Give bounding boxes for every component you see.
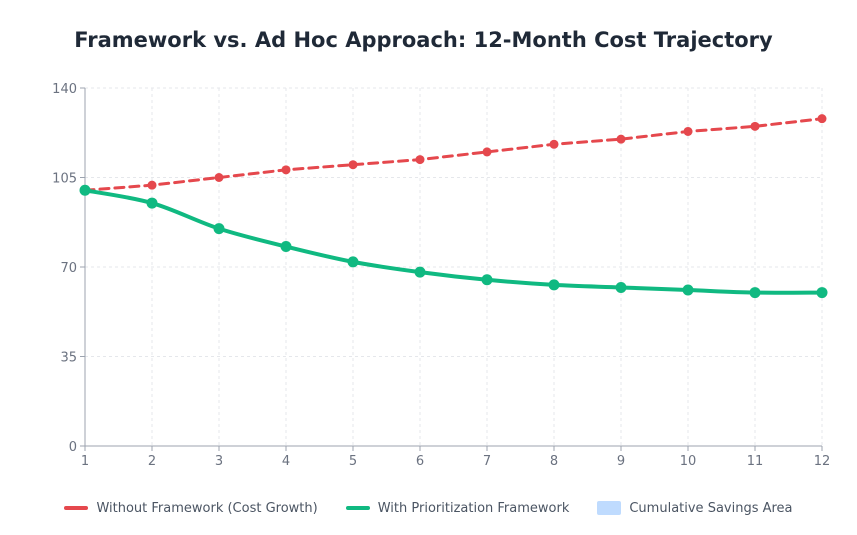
series-layer [79, 114, 828, 299]
y-tick-label: 70 [60, 261, 77, 276]
legend-swatch-with-framework [345, 506, 370, 510]
legend-item-savings-area[interactable]: Cumulative Savings Area [597, 500, 793, 516]
grid [85, 87, 823, 446]
data-point-with-framework[interactable] [615, 281, 627, 293]
legend-item-with-framework[interactable]: With Prioritization Framework [345, 500, 570, 516]
data-point-without-framework[interactable] [415, 155, 425, 165]
data-point-with-framework[interactable] [548, 279, 560, 291]
legend-item-without-framework[interactable]: Without Framework (Cost Growth) [64, 500, 318, 516]
data-point-with-framework[interactable] [481, 274, 493, 286]
legend-swatch-without-framework [64, 506, 89, 510]
x-tick-label: 10 [680, 454, 697, 469]
legend-label-without-framework: Without Framework (Cost Growth) [96, 500, 318, 516]
data-point-without-framework[interactable] [482, 147, 492, 157]
x-tick-label: 1 [81, 454, 89, 469]
y-tick-label: 0 [69, 440, 77, 455]
data-point-with-framework[interactable] [79, 184, 91, 196]
y-tick-label: 140 [52, 82, 77, 97]
data-point-without-framework[interactable] [281, 165, 291, 175]
x-tick-label: 9 [617, 454, 625, 469]
data-point-with-framework[interactable] [213, 223, 225, 235]
data-point-with-framework[interactable] [146, 197, 158, 209]
data-point-without-framework[interactable] [549, 139, 559, 149]
y-tick-label: 105 [52, 172, 77, 187]
data-point-without-framework[interactable] [214, 173, 224, 182]
data-point-with-framework[interactable] [280, 241, 292, 253]
data-point-without-framework[interactable] [750, 121, 760, 131]
x-tick-label: 12 [814, 454, 831, 469]
data-point-without-framework[interactable] [348, 160, 358, 170]
data-point-with-framework[interactable] [749, 287, 761, 299]
legend-label-with-framework: With Prioritization Framework [377, 500, 570, 516]
x-tick-label: 8 [550, 454, 558, 469]
series-line-without-framework [83, 117, 824, 192]
data-point-without-framework[interactable] [147, 180, 157, 190]
x-tick-label: 4 [282, 454, 290, 469]
data-point-without-framework[interactable] [817, 114, 827, 124]
data-point-without-framework[interactable] [616, 134, 626, 144]
x-tick-label: 7 [483, 454, 491, 469]
data-point-with-framework[interactable] [414, 266, 426, 278]
x-tick-label: 2 [148, 454, 156, 469]
series-line-with-framework [83, 188, 824, 295]
data-point-with-framework[interactable] [816, 287, 828, 299]
legend-swatch-savings-area [597, 501, 622, 515]
data-point-without-framework[interactable] [683, 126, 693, 136]
x-tick-label: 11 [747, 454, 764, 469]
data-point-with-framework[interactable] [347, 256, 359, 268]
data-point-with-framework[interactable] [682, 284, 694, 296]
x-tick-label: 5 [349, 454, 357, 469]
y-tick-label: 35 [60, 351, 77, 366]
legend-label-savings-area: Cumulative Savings Area [629, 500, 793, 516]
legend: Without Framework (Cost Growth) With Pri… [0, 497, 857, 519]
x-tick-label: 3 [215, 454, 223, 469]
x-tick-label: 6 [416, 454, 424, 469]
chart-title: Framework vs. Ad Hoc Approach: 12-Month … [74, 28, 773, 52]
